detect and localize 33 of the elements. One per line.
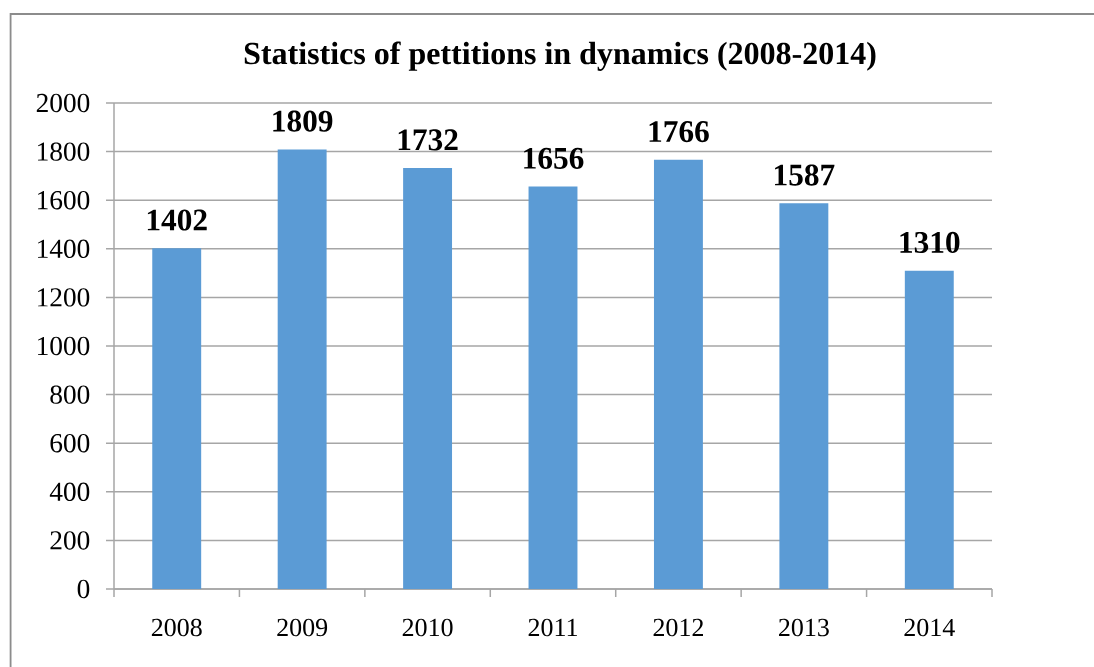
- data-label: 1809: [273, 110, 333, 132]
- x-tick-label: 2008: [151, 618, 202, 637]
- y-tick-label: 1400: [38, 239, 90, 259]
- bar: [403, 168, 453, 589]
- y-tick-label: 1000: [38, 336, 90, 356]
- x-tick-label: 2011: [528, 618, 577, 637]
- x-tick-label: 2014: [904, 618, 955, 637]
- y-tick-label: 800: [50, 385, 90, 404]
- y-tick-label: 600: [50, 433, 90, 453]
- x-tick-label: 2010: [402, 618, 453, 637]
- y-tick-label: 1200: [38, 288, 90, 307]
- bar: [779, 203, 829, 589]
- data-label: 1310: [900, 231, 960, 253]
- bar: [152, 248, 202, 589]
- y-tick-label: 1600: [38, 190, 90, 210]
- data-label: 1732: [398, 129, 458, 151]
- y-tick-label: 400: [49, 482, 90, 502]
- y-tick-label: 0: [77, 579, 90, 599]
- chart-title: Statistics of pettitions in dynamics (2008-2014): [244, 41, 876, 71]
- data-label: 1656: [524, 147, 584, 169]
- data-label: 1766: [649, 121, 709, 143]
- x-tick-label: 2012: [653, 618, 703, 637]
- x-tick-label: 2009: [277, 618, 328, 637]
- bar: [528, 186, 578, 589]
- x-tick-label: 2013: [779, 618, 829, 637]
- data-label: 1587: [775, 164, 835, 186]
- bar: [904, 270, 954, 589]
- y-tick-label: 200: [50, 531, 90, 550]
- bar: [653, 159, 703, 589]
- y-tick-label: 2000: [36, 93, 90, 113]
- bar: [277, 149, 327, 589]
- data-label: 1402: [147, 209, 207, 231]
- y-tick-label: 1800: [38, 142, 90, 161]
